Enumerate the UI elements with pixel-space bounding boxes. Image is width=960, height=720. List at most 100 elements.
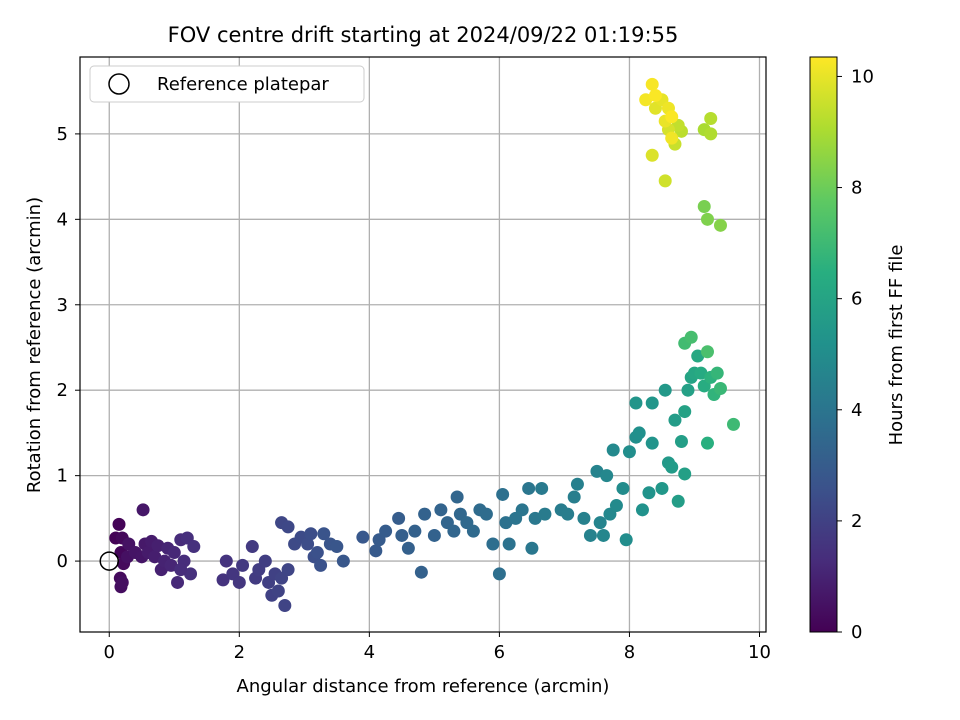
colorbar-tick-label: 0 (851, 622, 862, 643)
data-point (184, 567, 198, 581)
data-point (632, 426, 646, 440)
data-point (395, 528, 409, 542)
data-point (665, 131, 679, 145)
data-point (236, 558, 250, 572)
data-point (577, 511, 591, 525)
data-point (726, 417, 740, 431)
data-point (174, 563, 188, 577)
data-point (697, 200, 711, 214)
colorbar-tick-label: 8 (851, 178, 862, 199)
colorbar-label: Hours from first FF file (886, 245, 907, 446)
data-point (408, 524, 422, 538)
data-point (694, 366, 708, 380)
y-axis-label: Rotation from reference (arcmin) (24, 197, 45, 493)
data-point (356, 530, 370, 544)
data-point (609, 499, 623, 513)
data-point (645, 436, 659, 450)
data-point (538, 507, 552, 521)
data-point (492, 567, 506, 581)
x-tick-label: 10 (748, 642, 771, 663)
data-point (330, 540, 344, 554)
data-point (164, 558, 178, 572)
data-point (674, 434, 688, 448)
data-point (704, 127, 718, 141)
data-point (658, 174, 672, 188)
data-point (658, 383, 672, 397)
data-point (369, 544, 383, 558)
data-point (570, 477, 584, 491)
data-point (629, 396, 643, 410)
data-point (525, 541, 539, 555)
data-point (151, 539, 165, 553)
data-point (642, 486, 656, 500)
y-tick-label: 4 (57, 209, 68, 230)
legend: Reference platepar (89, 65, 365, 103)
y-tick-label: 0 (57, 551, 68, 572)
colorbar-tick-label: 2 (851, 511, 862, 532)
data-point (447, 524, 461, 538)
x-tick-label: 6 (494, 642, 505, 663)
colorbar-tick-label: 6 (851, 289, 862, 310)
data-point (466, 524, 480, 538)
data-point (600, 469, 614, 483)
data-point (496, 487, 510, 501)
y-tick-label: 2 (57, 380, 68, 401)
data-point (414, 565, 428, 579)
data-point (232, 575, 246, 589)
data-point (645, 148, 659, 162)
data-point (434, 503, 448, 517)
y-tick-label: 1 (57, 466, 68, 487)
data-point (619, 533, 633, 547)
data-point (590, 464, 604, 478)
data-point (427, 528, 441, 542)
data-point (499, 516, 513, 530)
data-point (317, 527, 331, 541)
data-point (171, 575, 185, 589)
data-point (310, 546, 324, 560)
data-point (583, 528, 597, 542)
data-point (691, 349, 705, 363)
data-point (616, 481, 630, 495)
x-axis-label: Angular distance from reference (arcmin) (237, 676, 610, 697)
data-point (668, 413, 682, 427)
data-point (635, 503, 649, 517)
data-point (187, 540, 201, 554)
data-point (216, 573, 230, 587)
data-point (281, 563, 295, 577)
data-point (622, 445, 636, 459)
data-point (713, 382, 727, 396)
data-point (671, 494, 685, 508)
data-point (684, 330, 698, 344)
data-point (710, 366, 724, 380)
data-point (281, 520, 295, 534)
x-tick-label: 2 (234, 642, 245, 663)
x-tick-label: 4 (364, 642, 375, 663)
colorbar-tick-label: 10 (851, 66, 874, 87)
y-tick-label: 3 (57, 295, 68, 316)
data-point (648, 88, 662, 102)
data-point (522, 481, 536, 495)
colorbar-tick-label: 4 (851, 400, 862, 421)
data-point (700, 212, 714, 226)
data-point (271, 584, 285, 598)
data-point (515, 503, 529, 517)
data-point (314, 558, 328, 572)
data-point (665, 460, 679, 474)
data-point (219, 554, 233, 568)
data-point (301, 537, 315, 551)
chart-title: FOV centre drift starting at 2024/09/22 … (168, 23, 679, 47)
data-point (700, 345, 714, 359)
data-point (567, 490, 581, 504)
y-tick-label: 5 (57, 124, 68, 145)
data-point (713, 218, 727, 232)
data-point (278, 599, 292, 613)
data-point (167, 546, 181, 560)
data-point (704, 112, 718, 126)
legend-marker-reference (108, 73, 130, 95)
plot-area (75, 56, 767, 637)
data-point (258, 554, 272, 568)
data-point (418, 507, 432, 521)
data-point (379, 524, 393, 538)
data-point (596, 528, 610, 542)
